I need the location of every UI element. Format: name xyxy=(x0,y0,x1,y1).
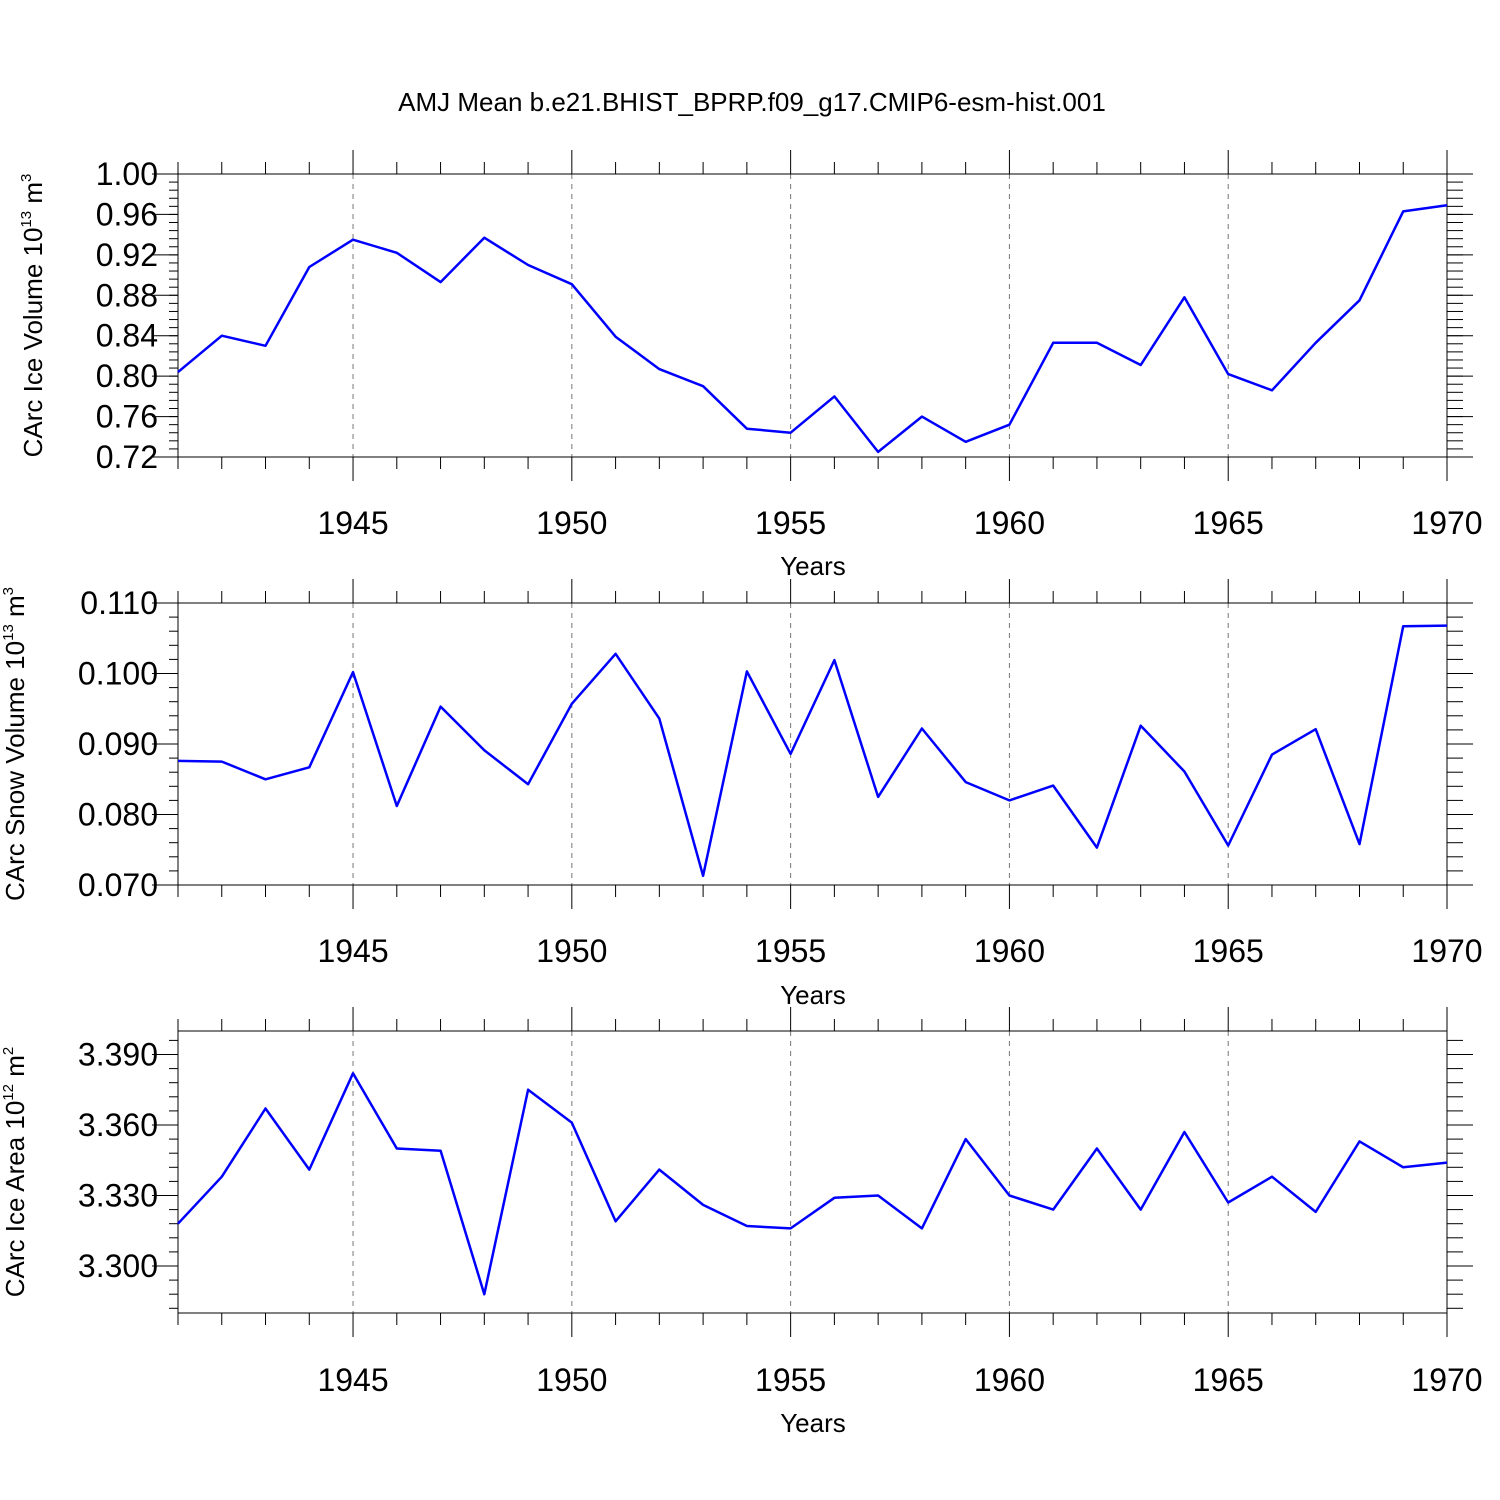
y-axis-label: CArc Ice Area 1012 m2 xyxy=(0,1047,30,1297)
plot-frame xyxy=(177,602,1448,886)
y-tick-label: 3.390 xyxy=(78,1037,158,1073)
x-axis-label: Years xyxy=(780,1408,846,1438)
y-tick-label: 0.080 xyxy=(78,797,158,833)
x-tick-label: 1950 xyxy=(536,505,607,541)
x-tick-label: 1970 xyxy=(1411,933,1482,969)
x-tick-label: 1945 xyxy=(317,1362,388,1398)
series-line xyxy=(177,624,1448,878)
x-tick-label: 1960 xyxy=(974,933,1045,969)
y-tick-label: 0.92 xyxy=(96,237,158,273)
panel-2: 0.070 0.080 0.090 0.100 0.110 1945 1950 1955 196… xyxy=(0,579,1483,1010)
y-tick-label: 3.360 xyxy=(78,1107,158,1143)
y-tick-label: 0.090 xyxy=(78,726,158,762)
y-tick-label: 0.76 xyxy=(96,399,158,435)
x-tick-label: 1950 xyxy=(536,1362,607,1398)
plot-frame xyxy=(177,173,1448,458)
y-tick-label: 0.110 xyxy=(80,585,158,621)
figure-title: AMJ Mean b.e21.BHIST_BPRP.f09_g17.CMIP6-… xyxy=(398,87,1106,117)
x-axis-label: Years xyxy=(780,551,846,581)
plot-frame xyxy=(177,1030,1448,1314)
x-tick-label: 1945 xyxy=(317,933,388,969)
y-tick-label: 3.300 xyxy=(78,1248,158,1284)
y-axis-label: CArc Ice Volume 1013 m3 xyxy=(18,174,48,458)
x-tick-label: 1970 xyxy=(1411,1362,1482,1398)
series-line xyxy=(177,1072,1448,1296)
series-line xyxy=(177,204,1448,454)
y-tick-label: 0.80 xyxy=(96,358,158,394)
y-tick-label: 1.00 xyxy=(96,156,158,192)
x-tick-label: 1960 xyxy=(974,505,1045,541)
x-tick-label: 1955 xyxy=(755,505,826,541)
x-tick-label: 1965 xyxy=(1193,933,1264,969)
x-tick-label: 1965 xyxy=(1193,1362,1264,1398)
y-tick-label: 0.070 xyxy=(78,867,158,903)
x-tick-label: 1955 xyxy=(755,1362,826,1398)
panel-3: 3.300 3.330 3.360 3.390 1945 1950 1955 1960 1965… xyxy=(0,1007,1483,1438)
y-tick-label: 0.100 xyxy=(78,656,158,692)
y-tick-label: 0.96 xyxy=(96,196,158,232)
y-tick-label: 0.72 xyxy=(96,439,158,475)
x-tick-label: 1970 xyxy=(1411,505,1482,541)
x-tick-label: 1945 xyxy=(317,505,388,541)
y-tick-label: 3.330 xyxy=(78,1178,158,1214)
panel-1: 0.72 0.76 0.80 0.84 0.88 0.92 0.96 1.00 1945 1950… xyxy=(18,150,1483,581)
x-tick-label: 1955 xyxy=(755,933,826,969)
y-tick-label: 0.88 xyxy=(96,277,158,313)
x-tick-label: 1965 xyxy=(1193,505,1264,541)
x-axis-label: Years xyxy=(780,980,846,1010)
x-tick-label: 1960 xyxy=(974,1362,1045,1398)
y-axis-label: CArc Snow Volume 1013 m3 xyxy=(0,587,30,901)
y-tick-label: 0.84 xyxy=(96,318,158,354)
x-tick-label: 1950 xyxy=(536,933,607,969)
